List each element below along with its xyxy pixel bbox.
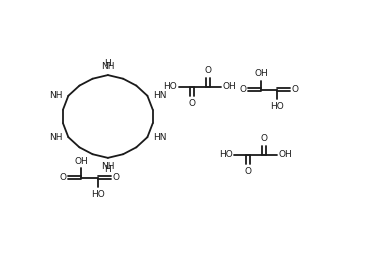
Text: OH: OH <box>254 69 268 78</box>
Text: HO: HO <box>220 151 233 159</box>
Text: O: O <box>244 167 251 176</box>
Text: HN: HN <box>153 133 167 142</box>
Text: H: H <box>105 165 111 174</box>
Text: OH: OH <box>279 151 292 159</box>
Text: HO: HO <box>270 102 284 111</box>
Text: NH: NH <box>101 62 115 71</box>
Text: O: O <box>292 85 299 94</box>
Text: O: O <box>112 173 119 182</box>
Text: HO: HO <box>91 189 104 199</box>
Text: NH: NH <box>49 91 62 100</box>
Text: OH: OH <box>222 82 236 91</box>
Text: O: O <box>260 134 268 143</box>
Text: H: H <box>105 59 111 68</box>
Text: HN: HN <box>153 91 167 100</box>
Text: HO: HO <box>164 82 177 91</box>
Text: O: O <box>204 66 212 75</box>
Text: NH: NH <box>49 133 62 142</box>
Text: O: O <box>60 173 67 182</box>
Text: OH: OH <box>74 157 88 166</box>
Text: O: O <box>239 85 247 94</box>
Text: NH: NH <box>101 162 115 171</box>
Text: O: O <box>188 99 195 108</box>
